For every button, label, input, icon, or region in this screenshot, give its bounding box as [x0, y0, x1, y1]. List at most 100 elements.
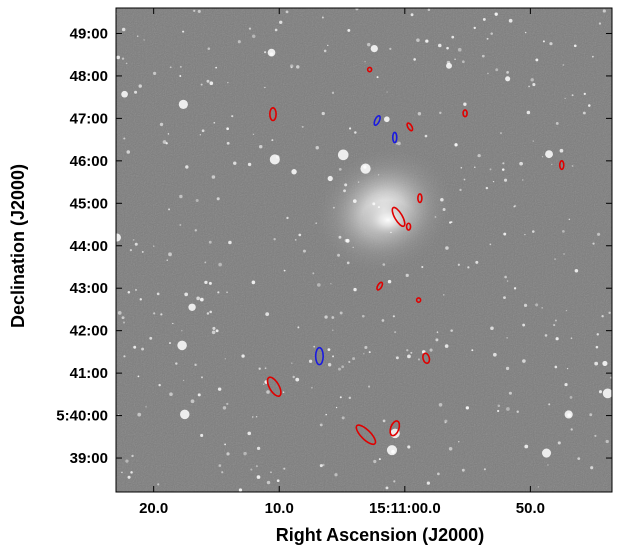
y-tick-label: 41:00	[70, 365, 108, 382]
star	[316, 283, 321, 287]
y-tick-label: 46:00	[70, 153, 108, 170]
star	[495, 68, 499, 72]
star	[407, 354, 411, 359]
star	[283, 269, 286, 272]
star	[145, 406, 147, 408]
star	[315, 146, 319, 150]
star	[271, 139, 274, 142]
star	[251, 280, 256, 285]
star	[243, 451, 247, 456]
star	[410, 13, 414, 17]
star	[425, 39, 429, 43]
star	[594, 434, 597, 438]
star	[460, 166, 463, 169]
star	[413, 58, 416, 61]
star	[157, 483, 160, 486]
star	[258, 144, 263, 149]
star	[490, 32, 493, 35]
star	[344, 183, 348, 187]
y-tick-label: 45:00	[70, 195, 108, 212]
star	[224, 443, 226, 446]
star	[385, 486, 389, 490]
star	[228, 240, 232, 245]
star	[286, 216, 289, 220]
star	[182, 30, 185, 33]
star	[153, 245, 155, 247]
star	[532, 140, 534, 142]
star	[312, 272, 315, 275]
star	[197, 9, 201, 14]
star	[410, 351, 413, 354]
star	[547, 464, 549, 466]
star	[457, 263, 460, 266]
star	[208, 281, 212, 285]
source-ellipse	[389, 420, 401, 437]
star	[395, 142, 398, 145]
source-ellipse	[373, 114, 381, 127]
star	[444, 421, 447, 424]
star	[348, 127, 352, 130]
star	[226, 127, 229, 131]
star	[134, 242, 138, 246]
star	[209, 81, 214, 86]
star	[294, 239, 297, 241]
star	[201, 376, 203, 379]
star	[376, 76, 379, 79]
star	[184, 292, 189, 297]
star	[313, 345, 316, 348]
star	[473, 26, 476, 30]
star	[347, 28, 351, 32]
star	[434, 216, 437, 218]
source-ellipse	[417, 193, 423, 204]
star	[348, 360, 351, 364]
star	[353, 287, 357, 292]
star	[165, 142, 168, 145]
star	[373, 459, 377, 464]
star	[501, 168, 505, 171]
star	[123, 355, 126, 358]
star	[387, 279, 392, 284]
star	[570, 428, 573, 431]
star	[137, 35, 139, 37]
source-ellipse	[376, 281, 384, 291]
star	[524, 31, 527, 34]
star	[541, 156, 544, 158]
star	[201, 129, 205, 133]
star	[609, 376, 612, 379]
star	[574, 268, 579, 273]
star	[528, 85, 530, 88]
star	[285, 10, 289, 14]
star	[532, 83, 536, 87]
star	[530, 78, 534, 82]
star	[237, 40, 241, 44]
star	[360, 163, 371, 174]
star	[499, 132, 502, 135]
star	[427, 8, 431, 12]
star	[126, 150, 131, 154]
star	[457, 47, 462, 52]
star	[436, 331, 439, 333]
star	[344, 238, 349, 243]
star	[319, 423, 323, 427]
star	[372, 202, 376, 206]
star	[199, 297, 204, 302]
star	[137, 375, 140, 378]
star	[598, 22, 602, 25]
star	[513, 205, 516, 208]
star	[357, 181, 360, 183]
star	[535, 303, 539, 307]
star	[121, 471, 123, 474]
star	[208, 240, 212, 244]
star	[206, 312, 210, 315]
star	[497, 404, 501, 407]
y-axis-title: Declination (J2000)	[8, 164, 28, 328]
star	[224, 358, 227, 360]
star	[492, 180, 495, 183]
star	[258, 367, 261, 370]
star	[463, 178, 466, 181]
star	[264, 367, 267, 370]
star	[554, 258, 556, 260]
star	[429, 348, 433, 352]
star	[269, 154, 280, 165]
star	[503, 296, 506, 300]
